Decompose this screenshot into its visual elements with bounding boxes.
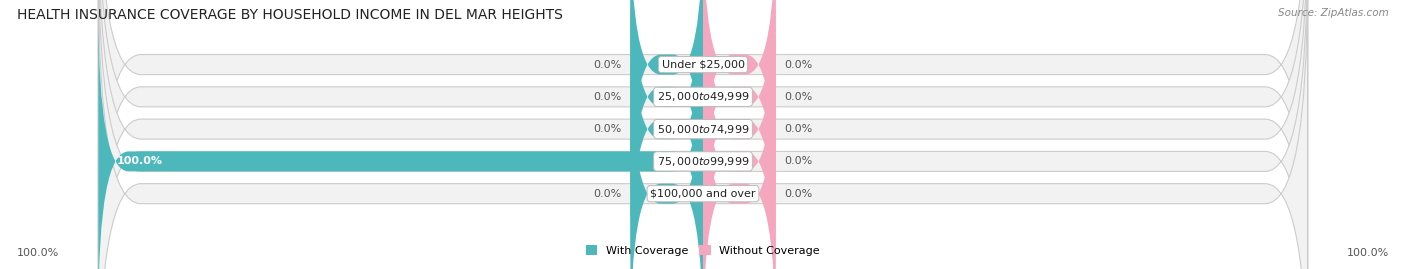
Text: HEALTH INSURANCE COVERAGE BY HOUSEHOLD INCOME IN DEL MAR HEIGHTS: HEALTH INSURANCE COVERAGE BY HOUSEHOLD I…	[17, 8, 562, 22]
Text: 0.0%: 0.0%	[593, 124, 621, 134]
Text: 0.0%: 0.0%	[785, 59, 813, 70]
Text: 0.0%: 0.0%	[785, 189, 813, 199]
Text: 0.0%: 0.0%	[593, 189, 621, 199]
FancyBboxPatch shape	[98, 10, 703, 269]
Text: Under $25,000: Under $25,000	[661, 59, 745, 70]
FancyBboxPatch shape	[703, 0, 776, 216]
FancyBboxPatch shape	[703, 42, 776, 269]
Text: 100.0%: 100.0%	[1347, 248, 1389, 258]
Text: Source: ZipAtlas.com: Source: ZipAtlas.com	[1278, 8, 1389, 18]
FancyBboxPatch shape	[98, 0, 1308, 269]
Text: $50,000 to $74,999: $50,000 to $74,999	[657, 123, 749, 136]
Text: 0.0%: 0.0%	[785, 92, 813, 102]
FancyBboxPatch shape	[630, 0, 703, 248]
Text: $100,000 and over: $100,000 and over	[650, 189, 756, 199]
Text: $75,000 to $99,999: $75,000 to $99,999	[657, 155, 749, 168]
FancyBboxPatch shape	[703, 10, 776, 269]
Text: 0.0%: 0.0%	[785, 124, 813, 134]
FancyBboxPatch shape	[98, 0, 1308, 269]
FancyBboxPatch shape	[630, 42, 703, 269]
FancyBboxPatch shape	[98, 0, 1308, 269]
FancyBboxPatch shape	[703, 0, 776, 248]
Text: 0.0%: 0.0%	[785, 156, 813, 167]
Text: 100.0%: 100.0%	[17, 248, 59, 258]
Text: 0.0%: 0.0%	[593, 59, 621, 70]
FancyBboxPatch shape	[630, 0, 703, 269]
FancyBboxPatch shape	[98, 0, 1308, 269]
FancyBboxPatch shape	[98, 0, 1308, 269]
FancyBboxPatch shape	[630, 0, 703, 216]
Legend: With Coverage, Without Coverage: With Coverage, Without Coverage	[586, 246, 820, 256]
Text: $25,000 to $49,999: $25,000 to $49,999	[657, 90, 749, 103]
FancyBboxPatch shape	[703, 0, 776, 269]
Text: 100.0%: 100.0%	[117, 156, 163, 167]
Text: 0.0%: 0.0%	[593, 92, 621, 102]
